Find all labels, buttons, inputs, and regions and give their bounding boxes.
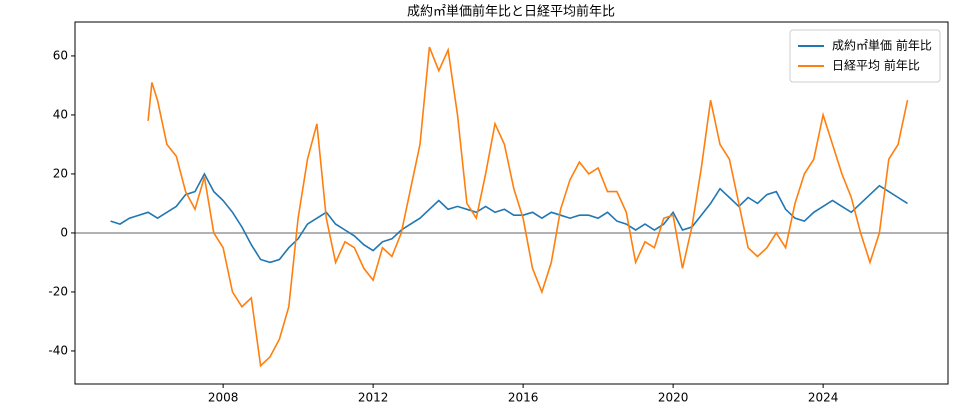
chart-title: 成約㎡単価前年比と日経平均前年比: [407, 4, 615, 20]
plot-frame: [74, 21, 949, 385]
x-tick-label: 2020: [658, 391, 689, 405]
y-tick-label: -40: [48, 343, 68, 357]
legend-box: [789, 29, 941, 83]
series-line: [110, 172, 908, 264]
y-tick-label: 0: [60, 225, 68, 239]
y-tick-label: 40: [53, 107, 68, 121]
x-tick-label: 2012: [358, 391, 389, 405]
x-tick-label: 2008: [208, 391, 239, 405]
x-tick-label: 2024: [808, 391, 839, 405]
y-tick-label: 20: [53, 166, 68, 180]
y-tick-label: -20: [48, 284, 68, 298]
y-tick-label: 60: [53, 48, 68, 62]
legend-label: 日経平均 前年比: [832, 58, 920, 73]
legend-label: 成約㎡単価 前年比: [832, 38, 932, 53]
series-line: [147, 46, 909, 368]
x-tick-label: 2016: [508, 391, 539, 405]
